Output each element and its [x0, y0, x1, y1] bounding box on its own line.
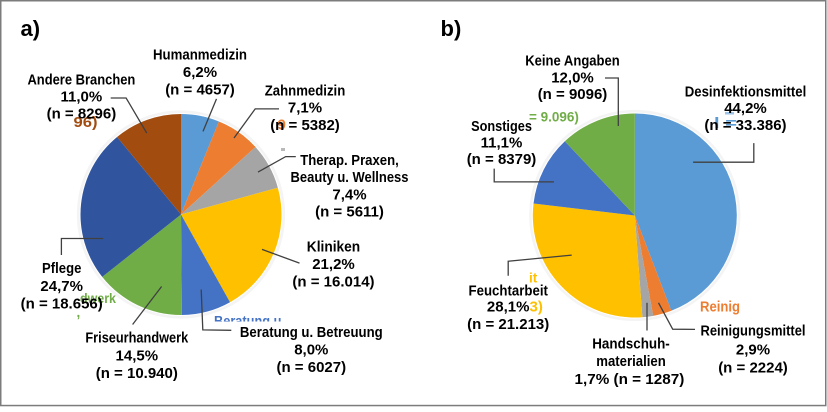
svg-text:7,1%: 7,1% [288, 100, 322, 117]
svg-text:14,5%: 14,5% [116, 347, 159, 364]
svg-text:8,0%: 8,0% [294, 341, 328, 358]
svg-text:(n = 5611): (n = 5611) [315, 204, 384, 221]
svg-text:Reinigungsmittel: Reinigungsmittel [701, 323, 806, 340]
svg-text:(n = 6027): (n = 6027) [276, 359, 346, 376]
svg-text:Kliniken: Kliniken [307, 239, 360, 256]
svg-text:(n = 4657): (n = 4657) [165, 81, 235, 98]
svg-text:(n = 21.213): (n = 21.213) [467, 316, 549, 333]
svg-text:Zahnmedizin: Zahnmedizin [265, 82, 346, 99]
svg-text:7,4%: 7,4% [332, 186, 366, 203]
svg-text:Beratung u. Betreuung: Beratung u. Betreuung [240, 324, 383, 341]
svg-text:,: , [77, 305, 81, 320]
svg-text:(n = 33.386): (n = 33.386) [704, 117, 786, 134]
svg-text:(n = 8296): (n = 8296) [47, 106, 117, 123]
svg-text:(n = 9096): (n = 9096) [538, 86, 608, 103]
svg-text:96): 96) [74, 114, 98, 131]
svg-text:Desinfektionsmittel: Desinfektionsmittel [685, 84, 807, 101]
svg-text:Friseurhandwerk: Friseurhandwerk [85, 330, 188, 347]
svg-text:24,7%: 24,7% [40, 278, 83, 295]
svg-text:28,1%: 28,1% [487, 299, 530, 316]
svg-text:Sonstiges: Sonstiges [471, 118, 532, 135]
svg-text:Andere Branchen: Andere Branchen [27, 72, 135, 89]
svg-text:Pflege: Pflege [42, 260, 81, 277]
svg-text:it: it [529, 271, 538, 286]
svg-text:(n = 2224): (n = 2224) [718, 359, 788, 376]
svg-text:Reinig: Reinig [700, 299, 740, 316]
svg-text:(n = 16.014): (n = 16.014) [292, 273, 374, 290]
svg-text:(n = 10.940): (n = 10.940) [96, 365, 178, 382]
svg-text:12,0%: 12,0% [551, 70, 594, 87]
svg-text:Feuchtarbeit: Feuchtarbeit [469, 283, 548, 300]
svg-text:44,2%: 44,2% [724, 100, 767, 117]
svg-text:materialien: materialien [596, 353, 666, 370]
svg-text:1,7% (n = 1287): 1,7% (n = 1287) [575, 371, 685, 388]
svg-text:b): b) [441, 16, 462, 41]
svg-text:3): 3) [530, 299, 543, 316]
svg-text:l =: l = [714, 115, 737, 132]
svg-text:11,0%: 11,0% [61, 89, 103, 106]
svg-text:2,9%: 2,9% [736, 342, 770, 359]
svg-text:Handschuh-: Handschuh- [592, 336, 670, 353]
svg-text:= 9.096): = 9.096) [529, 110, 579, 125]
svg-text:9: 9 [278, 117, 286, 134]
svg-text:(n = 5382): (n = 5382) [270, 117, 340, 134]
svg-text:(n = 18.656): (n = 18.656) [21, 296, 103, 313]
svg-text:Beauty u. Wellness: Beauty u. Wellness [291, 169, 409, 186]
svg-text:21,2%: 21,2% [312, 256, 355, 273]
svg-text:dwerk: dwerk [80, 291, 116, 306]
svg-text:Therap. Praxen,: Therap. Praxen, [300, 152, 399, 169]
svg-text:11,1%: 11,1% [481, 134, 523, 151]
svg-text:Keine Angaben: Keine Angaben [525, 53, 620, 70]
svg-text:Humanmedizin: Humanmedizin [153, 47, 247, 64]
svg-text:6,2%: 6,2% [183, 64, 217, 81]
svg-text:(n = 8379): (n = 8379) [467, 151, 537, 168]
svg-text:a): a) [21, 16, 41, 41]
